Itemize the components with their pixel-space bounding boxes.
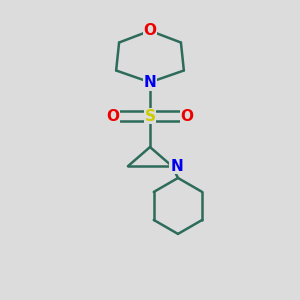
- Text: N: N: [170, 159, 183, 174]
- Text: O: O: [180, 109, 193, 124]
- Text: S: S: [145, 109, 155, 124]
- Text: O: O: [143, 23, 157, 38]
- Text: N: N: [144, 75, 156, 90]
- Text: O: O: [107, 109, 120, 124]
